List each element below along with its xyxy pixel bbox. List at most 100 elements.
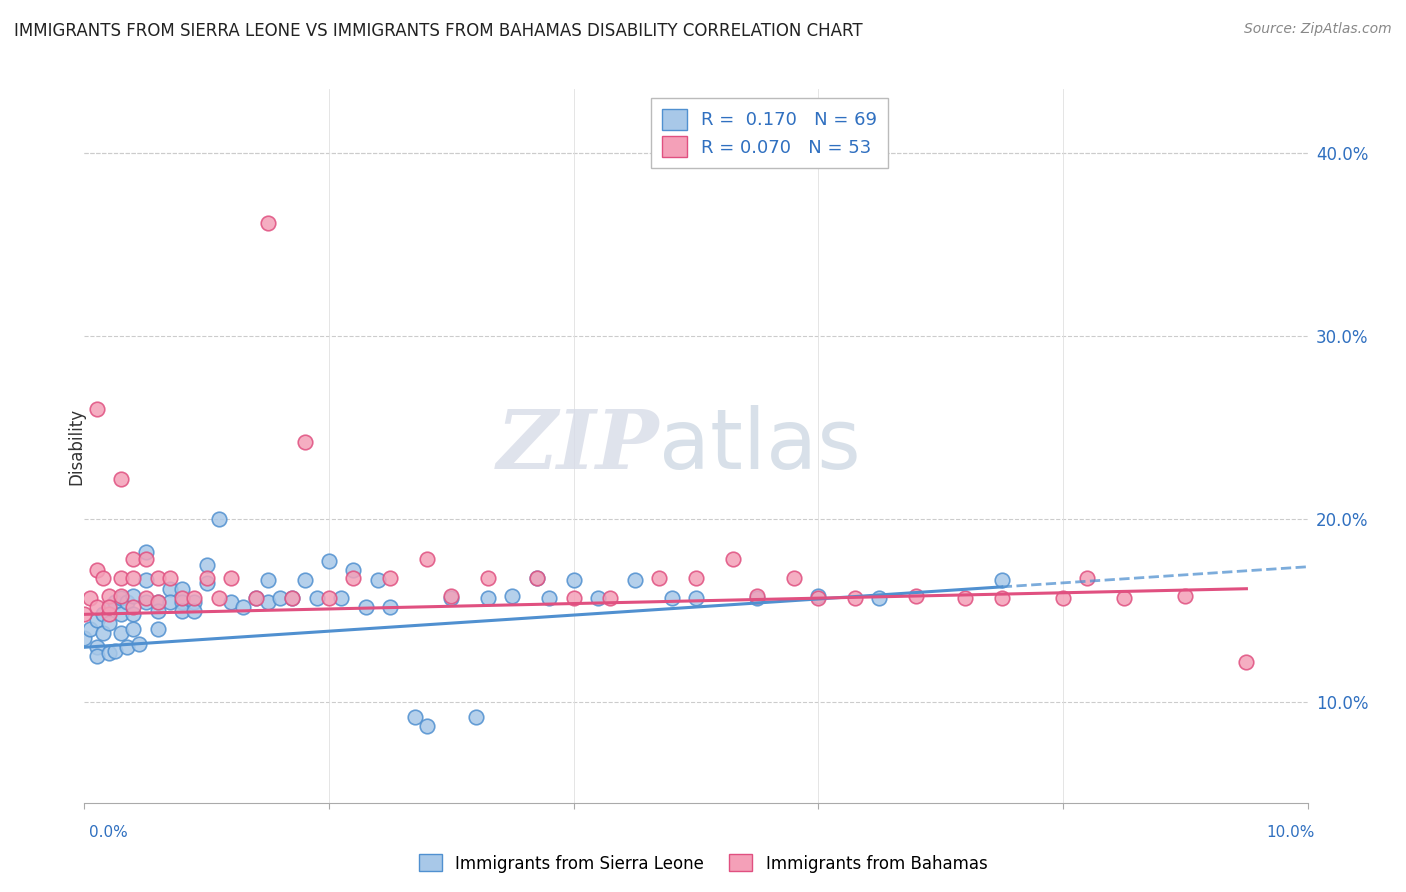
Text: atlas: atlas [659,406,860,486]
Point [208,591,231,605]
Legend: R =  0.170   N = 69, R = 0.070   N = 53: R = 0.170 N = 69, R = 0.070 N = 53 [651,98,889,168]
Point [195,576,218,591]
Point [104,594,127,608]
Point [183,591,205,605]
Point [305,591,328,605]
Point [1114,591,1136,605]
Point [122,607,145,622]
Point [783,571,806,585]
Point [599,591,621,605]
Point [281,591,304,605]
Point [86,649,108,664]
Point [146,571,169,585]
Point [342,563,364,577]
Point [269,591,291,605]
Point [172,594,194,608]
Point [354,600,377,615]
Point [135,591,157,605]
Point [477,571,499,585]
Point [146,622,169,636]
Point [115,594,138,608]
Point [404,710,426,724]
Point [991,591,1014,605]
Point [367,573,389,587]
Point [257,594,280,608]
Point [257,216,280,230]
Point [991,573,1014,587]
Point [586,591,609,605]
Point [416,719,439,733]
Point [685,571,707,585]
Point [79,591,101,605]
Point [122,571,145,585]
Point [380,571,402,585]
Point [135,545,157,559]
Text: 10.0%: 10.0% [1267,825,1315,840]
Point [110,571,132,585]
Point [73,631,96,645]
Point [159,582,181,596]
Point [97,600,120,615]
Point [195,571,218,585]
Point [219,571,242,585]
Point [747,591,769,605]
Point [172,582,194,596]
Text: IMMIGRANTS FROM SIERRA LEONE VS IMMIGRANTS FROM BAHAMAS DISABILITY CORRELATION C: IMMIGRANTS FROM SIERRA LEONE VS IMMIGRAN… [14,22,863,40]
Point [807,591,830,605]
Point [624,573,647,587]
Point [122,600,145,615]
Point [172,604,194,618]
Y-axis label: Disability: Disability [67,408,84,484]
Point [115,640,138,655]
Point [562,591,585,605]
Point [685,591,707,605]
Point [318,591,340,605]
Point [464,710,486,724]
Point [110,589,132,603]
Point [79,622,101,636]
Point [183,604,205,618]
Point [172,591,194,605]
Point [128,637,150,651]
Point [526,571,548,585]
Point [86,563,108,577]
Point [97,589,120,603]
Point [110,472,132,486]
Point [122,589,145,603]
Point [135,552,157,566]
Point [91,571,114,585]
Point [146,594,169,608]
Point [477,591,499,605]
Point [721,552,744,566]
Point [807,589,830,603]
Point [183,594,205,608]
Point [159,594,181,608]
Point [86,600,108,615]
Point [91,607,114,622]
Point [110,591,132,605]
Point [86,402,108,417]
Point [245,591,267,605]
Point [86,613,108,627]
Text: 0.0%: 0.0% [89,825,128,840]
Point [97,600,120,615]
Point [110,607,132,622]
Point [1236,655,1258,669]
Point [195,558,218,572]
Point [1076,571,1098,585]
Point [135,594,157,608]
Point [122,552,145,566]
Point [526,571,548,585]
Point [380,600,402,615]
Point [648,571,671,585]
Point [97,646,120,660]
Point [747,589,769,603]
Point [1052,591,1074,605]
Point [86,640,108,655]
Point [232,600,254,615]
Text: Source: ZipAtlas.com: Source: ZipAtlas.com [1244,22,1392,37]
Point [257,573,280,587]
Text: ZIP: ZIP [496,406,659,486]
Point [869,591,891,605]
Point [91,625,114,640]
